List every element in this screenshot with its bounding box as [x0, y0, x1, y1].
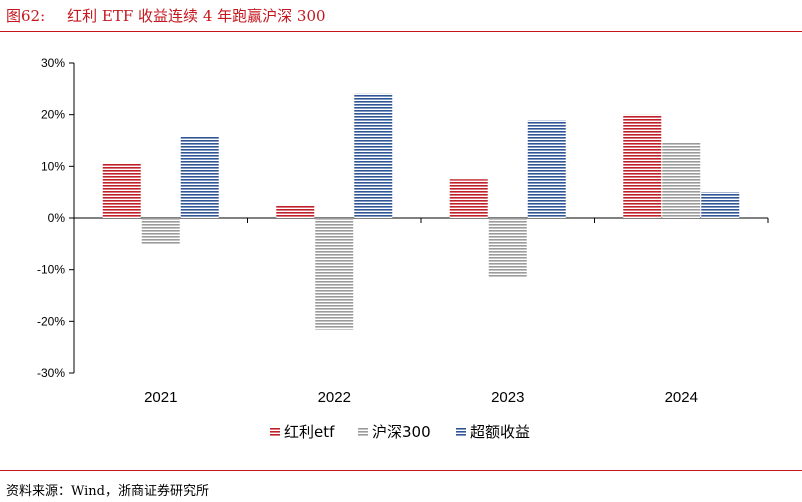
footer-divider — [0, 470, 802, 471]
bar-2021-series-3 — [180, 136, 219, 218]
legend-label-1: 红利etf — [284, 423, 335, 441]
legend-swatch-1 — [270, 427, 280, 437]
y-tick-label: 30% — [41, 56, 65, 70]
legend-swatch-2 — [358, 427, 368, 437]
bar-2024-series-2 — [662, 142, 701, 218]
figure-number: 图62: — [6, 7, 46, 25]
y-tick-label: -20% — [37, 314, 65, 328]
bar-2021-series-1 — [102, 163, 141, 218]
x-tick-labels: 2021 2022 2023 2024 — [144, 389, 698, 406]
bar-2023-series-1 — [449, 179, 488, 218]
bar-chart: 30% 20% 10% 0% -10% -20% -30% 2021 2022 2023 2024… — [37, 56, 769, 441]
legend-label-2: 沪深300 — [372, 423, 431, 441]
chart-bars — [102, 93, 740, 330]
bar-2023-series-2 — [488, 218, 527, 277]
legend-swatch-3 — [456, 427, 466, 437]
x-tick-label: 2023 — [491, 389, 524, 406]
legend-label-3: 超额收益 — [470, 423, 530, 441]
y-tick-label: -30% — [37, 366, 65, 380]
chart-legend: 红利etf 沪深300 超额收益 — [270, 423, 530, 441]
bar-2022-series-2 — [315, 218, 354, 330]
bar-2023-series-3 — [527, 120, 566, 218]
y-tick-label: 20% — [41, 108, 65, 122]
bar-2022-series-1 — [276, 205, 315, 218]
chart-axes: 30% 20% 10% 0% -10% -20% -30% — [37, 56, 769, 380]
bar-2021-series-2 — [141, 218, 180, 245]
x-tick-label: 2022 — [318, 389, 351, 406]
x-tick-label: 2021 — [144, 389, 177, 406]
bar-2024-series-3 — [701, 192, 740, 218]
figure-title-text: 红利 ETF 收益连续 4 年跑赢沪深 300 — [67, 7, 326, 25]
x-tick-label: 2024 — [665, 389, 698, 406]
y-tick-label: 0% — [48, 211, 66, 225]
bar-2024-series-1 — [623, 114, 662, 218]
bar-2022-series-3 — [354, 93, 393, 218]
y-tick-label: 10% — [41, 159, 65, 173]
figure-title: 图62: 红利 ETF 收益连续 4 年跑赢沪深 300 — [6, 5, 326, 26]
figure-header: 图62: 红利 ETF 收益连续 4 年跑赢沪深 300 — [0, 0, 802, 32]
y-tick-label: -10% — [37, 263, 65, 277]
source-note: 资料来源：Wind，浙商证券研究所 — [6, 484, 209, 499]
